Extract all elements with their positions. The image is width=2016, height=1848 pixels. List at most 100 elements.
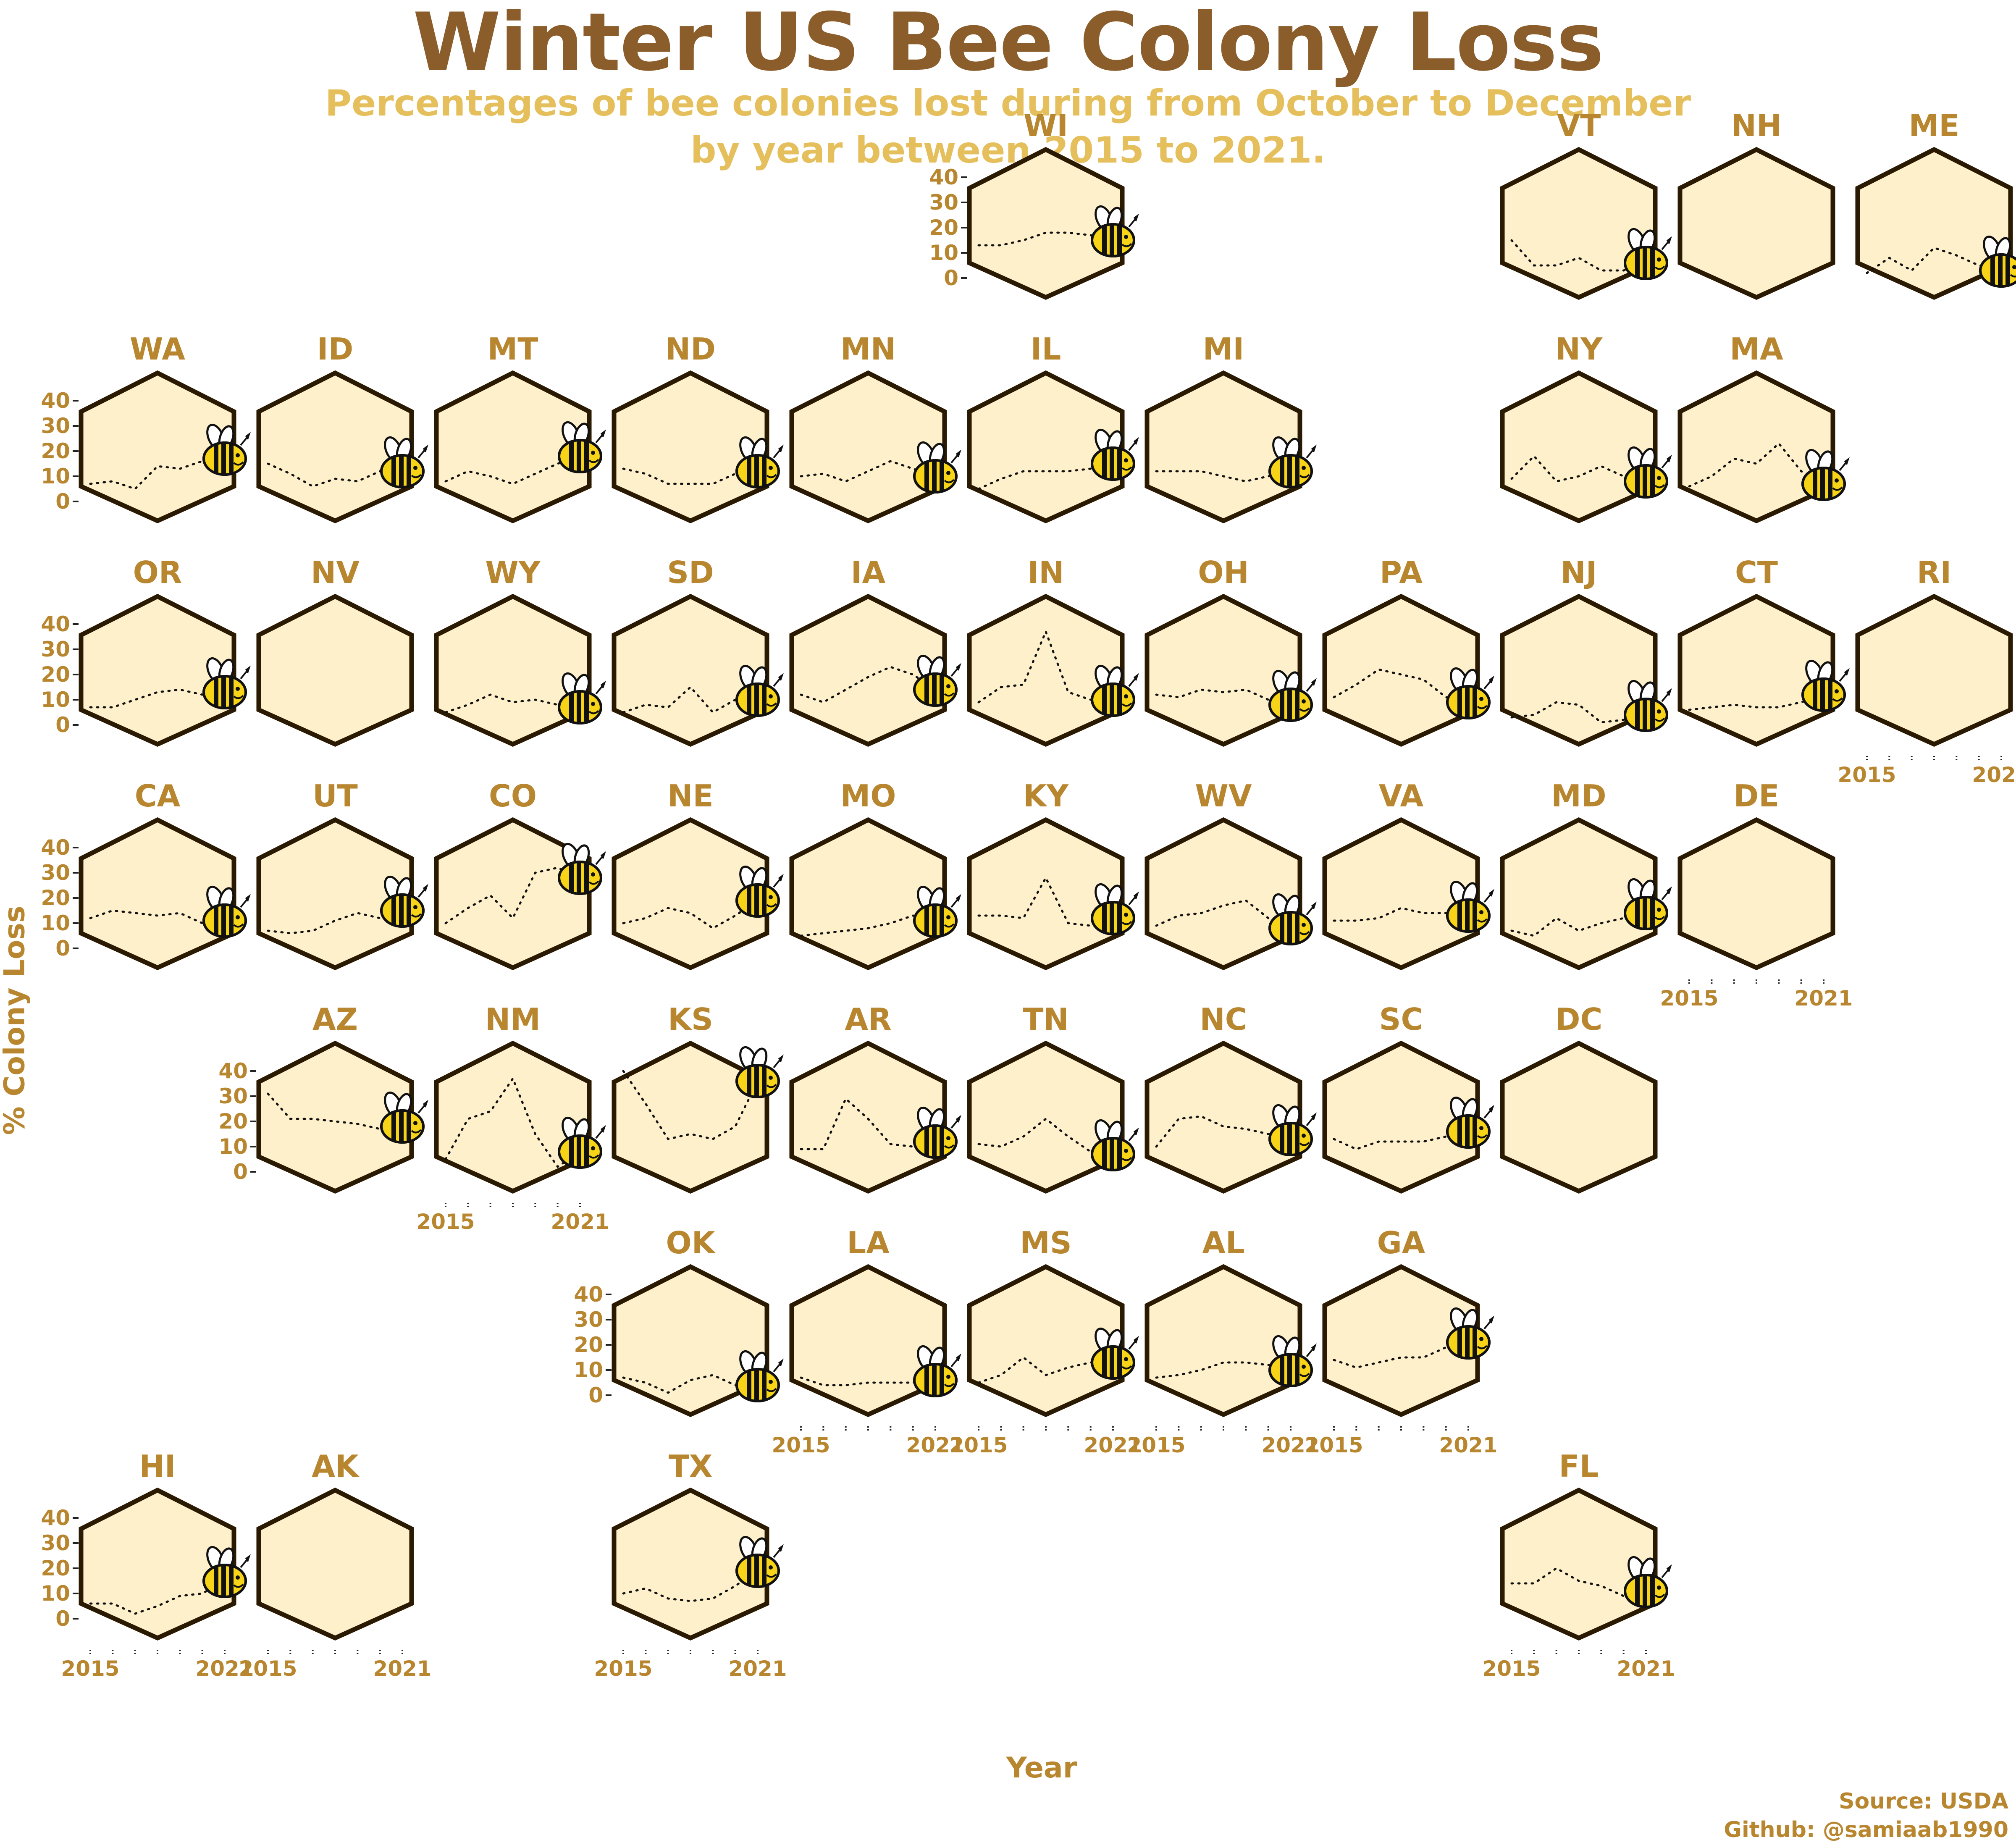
bee-icon <box>735 1350 784 1402</box>
loss-series-line <box>800 914 937 937</box>
state-label: NE <box>667 778 713 814</box>
y-tick-label: 0 <box>55 489 70 514</box>
y-tick-label: 10 <box>41 1581 70 1606</box>
x-tick-label: 2015 <box>772 1433 830 1457</box>
state-label: IN <box>1027 555 1064 590</box>
y-tick-label: 30 <box>929 190 958 215</box>
state-panel-dc: DC <box>1500 1002 1658 1194</box>
state-panel-md: MD <box>1500 778 1672 971</box>
hexagon-tile <box>79 593 236 747</box>
y-tick-label: 0 <box>588 1383 603 1407</box>
bee-icon <box>1801 449 1850 501</box>
state-panel-fl: FL 2015 2021 <box>1482 1449 1675 1681</box>
y-tick-label: 40 <box>574 1282 603 1307</box>
loss-series-line <box>267 462 404 488</box>
bee-icon <box>1268 436 1317 488</box>
hexagon-tile <box>256 1040 414 1194</box>
state-label: AZ <box>312 1002 358 1037</box>
y-tick-label: 20 <box>218 1109 248 1134</box>
hexagon-tile <box>79 1487 236 1641</box>
state-panel-de: DE 2015 2021 <box>1660 778 1853 1011</box>
loss-series-line <box>1688 442 1825 488</box>
state-label: LA <box>847 1225 890 1260</box>
y-tick-label: 10 <box>929 241 958 265</box>
bee-icon <box>380 875 428 928</box>
state-label: MN <box>840 331 896 367</box>
bee-icon <box>1091 1327 1139 1380</box>
bee-icon <box>913 1106 961 1159</box>
loss-series-line <box>1155 470 1292 483</box>
state-panel-co: CO <box>434 778 606 971</box>
x-tick-label: 2015 <box>594 1656 652 1681</box>
x-tick-label: 2021 <box>906 1433 964 1457</box>
state-panel-ga: GA 2015 2021 <box>1305 1225 1497 1457</box>
state-label: SD <box>667 555 714 590</box>
x-tick-label: 2015 <box>61 1656 119 1681</box>
state-panel-id: ID <box>256 331 428 524</box>
x-axis-label: Year <box>1006 1751 1077 1785</box>
hexagon-tile <box>434 593 592 747</box>
state-label: DC <box>1555 1002 1603 1037</box>
bee-icon <box>1091 664 1139 717</box>
bee-icon <box>735 865 784 918</box>
loss-series-line <box>1333 668 1470 704</box>
loss-series-line <box>1155 1115 1292 1148</box>
state-panel-in: IN <box>967 555 1139 747</box>
y-tick-label: 40 <box>218 1059 248 1083</box>
bee-icon <box>735 436 784 488</box>
loss-series-line <box>622 1070 759 1140</box>
loss-series-line <box>1510 239 1647 272</box>
state-label: NM <box>485 1002 541 1037</box>
loss-series-line <box>1866 247 2003 274</box>
x-tick-label: 2021 <box>1084 1433 1142 1457</box>
state-panel-wy: WY <box>434 555 606 747</box>
state-panel-ky: KY <box>967 778 1139 971</box>
state-panel-pa: PA <box>1322 555 1494 747</box>
state-panel-mo: MO <box>789 778 961 971</box>
loss-series-line <box>1510 1567 1647 1597</box>
state-label: KS <box>668 1002 713 1037</box>
state-label: NV <box>311 555 360 590</box>
source-line: Source: USDA <box>1839 1789 2008 1814</box>
x-tick-label: 2021 <box>1972 763 2016 787</box>
hexagon-tile <box>1677 817 1835 971</box>
state-panel-ma: MA <box>1677 331 1850 524</box>
state-panel-tx: TX 2015 2021 <box>594 1449 787 1681</box>
x-tick-label: 2015 <box>239 1656 297 1681</box>
x-tick-label: 2015 <box>1127 1433 1185 1457</box>
state-label: WA <box>130 331 185 367</box>
hexagon-tile <box>1500 817 1658 971</box>
state-label: CO <box>489 778 537 814</box>
bee-icon <box>380 1091 428 1144</box>
state-panel-ia: IA <box>789 555 961 747</box>
subtitle-line-2: by year between 2015 to 2021. <box>690 129 1326 171</box>
state-label: GA <box>1377 1225 1425 1260</box>
hexagon-tile <box>967 817 1125 971</box>
state-label: CA <box>135 778 181 814</box>
loss-series-line <box>267 909 404 934</box>
state-label: NJ <box>1560 555 1597 590</box>
loss-series-line <box>1333 907 1470 922</box>
state-label: KY <box>1023 778 1069 814</box>
state-panel-nm: NM 2015 2021 <box>416 1002 609 1234</box>
hexagon-tile <box>1322 593 1480 747</box>
loss-series-line <box>977 462 1114 490</box>
state-label: OK <box>666 1225 716 1260</box>
loss-series-line <box>977 1356 1114 1384</box>
state-label: ID <box>317 331 354 367</box>
state-label: MA <box>1730 331 1783 367</box>
x-tick-label: 2015 <box>416 1210 475 1234</box>
hexagon-tile <box>789 1040 947 1194</box>
loss-series-line <box>1688 693 1825 711</box>
hexagon-tile <box>434 370 592 524</box>
state-label: NY <box>1555 331 1603 367</box>
hexagon-tile <box>256 817 414 971</box>
state-label: AL <box>1202 1225 1245 1260</box>
bee-icon <box>1624 446 1672 499</box>
state-label: AK <box>312 1449 360 1484</box>
y-tick-label: 20 <box>574 1333 603 1357</box>
hexagon-tile <box>967 1264 1125 1418</box>
x-tick-label: 2021 <box>1794 986 1853 1011</box>
hexagon-tile <box>256 593 414 747</box>
